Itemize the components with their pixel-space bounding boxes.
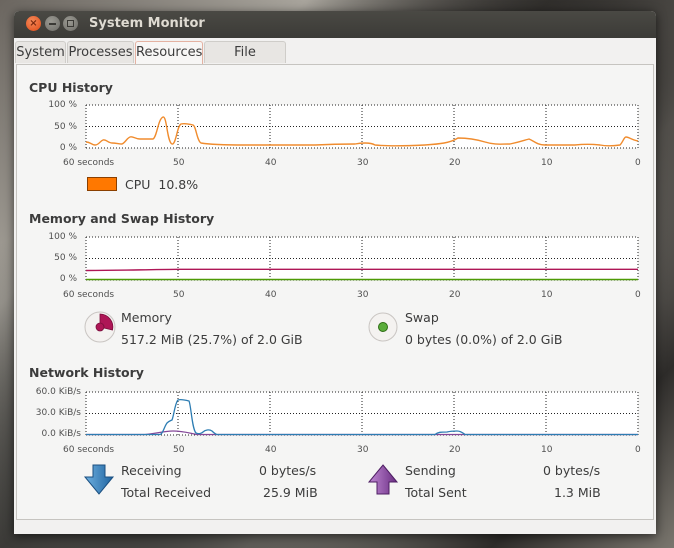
system-monitor-window: × System Monitor System Processes Resour… (14, 11, 656, 534)
cpu-y-label-100: 100 % (48, 100, 77, 110)
tab-resources[interactable]: Resources (135, 41, 203, 64)
sending-value: 0 bytes/s (543, 463, 601, 478)
mem-y-label-100: 100 % (48, 232, 77, 242)
net-x-label-0: 0 (635, 445, 641, 455)
net-y-label-60: 60.0 KiB/s (35, 387, 81, 397)
memory-value: 517.2 MiB (25.7%) of 2.0 GiB (121, 332, 303, 347)
cpu-x-label-50: 50 (173, 158, 185, 168)
net-x-label-10: 10 (541, 445, 553, 455)
close-icon: × (29, 18, 38, 29)
net-x-label-50: 50 (173, 445, 185, 455)
mem-x-label-60: 60 seconds (63, 290, 115, 300)
mem-x-label-30: 30 (357, 290, 369, 300)
memory-pie-icon[interactable] (83, 310, 117, 344)
cpu-value: 10.8% (158, 177, 199, 192)
receiving-value: 0 bytes/s (259, 463, 317, 478)
mem-x-label-40: 40 (265, 290, 277, 300)
net-x-label-60: 60 seconds (63, 445, 115, 455)
cpu-x-label-60: 60 seconds (63, 158, 115, 168)
mem-y-label-50: 50 % (54, 253, 77, 263)
cpu-section-title: CPU History (29, 80, 113, 95)
network-section-title: Network History (29, 365, 144, 380)
mem-x-label-20: 20 (449, 290, 461, 300)
mem-x-label-50: 50 (173, 290, 185, 300)
cpu-history-graph (85, 104, 639, 149)
tab-processes[interactable]: Processes (67, 41, 134, 63)
minimize-button[interactable] (45, 16, 60, 31)
receiving-label: Receiving (121, 463, 182, 478)
net-x-label-20: 20 (449, 445, 461, 455)
window-title: System Monitor (89, 16, 205, 31)
cpu-x-label-30: 30 (357, 158, 369, 168)
cpu-y-label-0: 0 % (59, 143, 77, 153)
swap-pie-icon[interactable] (367, 311, 399, 343)
cpu-line (85, 116, 639, 147)
net-x-label-40: 40 (265, 445, 277, 455)
tab-system[interactable]: System (15, 41, 66, 63)
memory-history-graph (85, 236, 639, 281)
sending-arrow-up-icon[interactable] (367, 463, 399, 497)
cpu-color-swatch[interactable] (87, 177, 117, 191)
mem-x-label-10: 10 (541, 290, 553, 300)
mem-x-label-0: 0 (635, 290, 641, 300)
receiving-arrow-down-icon[interactable] (83, 463, 115, 497)
total-sent-value: 1.3 MiB (554, 485, 601, 500)
title-bar[interactable]: × System Monitor (14, 11, 656, 38)
net-y-label-0: 0.0 KiB/s (41, 429, 81, 439)
cpu-x-label-0: 0 (635, 158, 641, 168)
sending-label: Sending (405, 463, 456, 478)
cpu-x-label-40: 40 (265, 158, 277, 168)
mem-y-label-0: 0 % (59, 274, 77, 284)
maximize-button[interactable] (63, 16, 78, 31)
tab-file-systems[interactable]: File Systems (204, 41, 286, 81)
network-history-graph (85, 391, 639, 436)
net-y-label-30: 30.0 KiB/s (35, 408, 81, 418)
total-sent-label: Total Sent (405, 485, 467, 500)
cpu-x-label-20: 20 (449, 158, 461, 168)
cpu-x-label-10: 10 (541, 158, 553, 168)
memory-label: Memory (121, 310, 172, 325)
net-x-label-30: 30 (357, 445, 369, 455)
swap-label: Swap (405, 310, 439, 325)
total-received-label: Total Received (121, 485, 212, 500)
cpu-legend: CPU 10.8% (125, 177, 198, 192)
close-button[interactable]: × (26, 16, 41, 31)
memory-line (85, 268, 638, 272)
resources-page: CPU History 100 % 50 % 0 % 60 seconds 50… (16, 64, 654, 520)
cpu-y-label-50: 50 % (54, 122, 77, 132)
total-received-value: 25.9 MiB (263, 485, 318, 500)
memory-section-title: Memory and Swap History (29, 211, 215, 226)
cpu-legend-label: CPU (125, 177, 151, 192)
swap-value: 0 bytes (0.0%) of 2.0 GiB (405, 332, 563, 347)
receiving-line (86, 398, 638, 436)
